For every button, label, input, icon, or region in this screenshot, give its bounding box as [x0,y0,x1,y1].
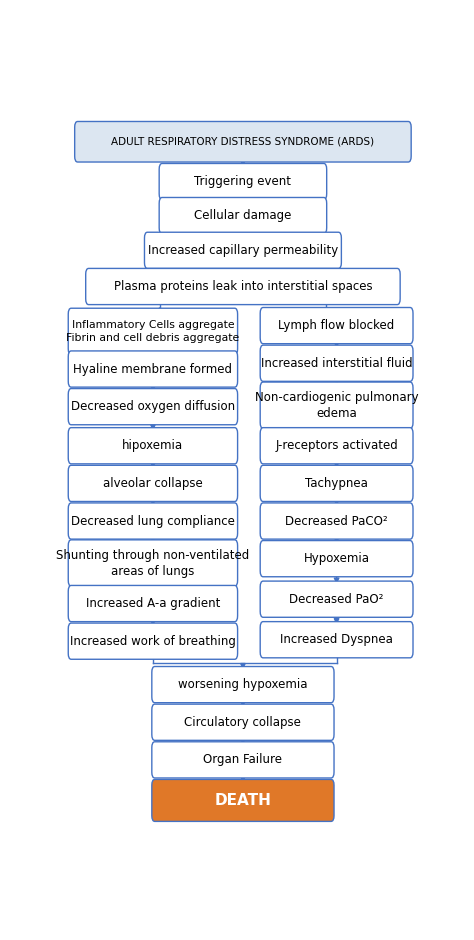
FancyBboxPatch shape [260,465,413,501]
Text: Shunting through non-ventilated
areas of lungs: Shunting through non-ventilated areas of… [56,549,249,577]
FancyBboxPatch shape [260,503,413,540]
Text: Tachypnea: Tachypnea [305,477,368,490]
Text: Increased capillary permeability: Increased capillary permeability [148,243,338,257]
FancyBboxPatch shape [260,345,413,382]
Text: Plasma proteins leak into interstitial spaces: Plasma proteins leak into interstitial s… [114,280,372,293]
Text: Cellular damage: Cellular damage [194,209,292,222]
Text: Decreased oxygen diffusion: Decreased oxygen diffusion [71,400,235,414]
Text: Increased A-a gradient: Increased A-a gradient [86,597,220,610]
FancyBboxPatch shape [86,269,400,305]
FancyBboxPatch shape [68,586,237,621]
FancyBboxPatch shape [75,121,411,162]
Text: Decreased PaO²: Decreased PaO² [290,593,384,605]
FancyBboxPatch shape [68,428,237,463]
Text: ADULT RESPIRATORY DISTRESS SYNDROME (ARDS): ADULT RESPIRATORY DISTRESS SYNDROME (ARD… [111,136,374,147]
Text: Decreased lung compliance: Decreased lung compliance [71,514,235,527]
FancyBboxPatch shape [260,621,413,658]
Text: J-receptors activated: J-receptors activated [275,439,398,452]
Text: DEATH: DEATH [215,793,271,807]
FancyBboxPatch shape [260,428,413,463]
FancyBboxPatch shape [68,465,237,501]
FancyBboxPatch shape [152,666,334,703]
FancyBboxPatch shape [152,742,334,778]
Text: Lymph flow blocked: Lymph flow blocked [278,319,395,332]
Text: Hyaline membrane formed: Hyaline membrane formed [73,363,232,375]
FancyBboxPatch shape [260,581,413,618]
FancyBboxPatch shape [68,540,237,587]
FancyBboxPatch shape [145,232,341,269]
Text: Increased interstitial fluid: Increased interstitial fluid [261,357,412,369]
Text: Decreased PaCO²: Decreased PaCO² [285,514,388,527]
FancyBboxPatch shape [260,307,413,344]
FancyBboxPatch shape [159,164,327,199]
Text: Hypoxemia: Hypoxemia [304,552,370,565]
Text: Organ Failure: Organ Failure [203,753,283,766]
FancyBboxPatch shape [152,704,334,741]
FancyBboxPatch shape [68,308,237,354]
FancyBboxPatch shape [260,540,413,577]
Text: Triggering event: Triggering event [194,175,292,188]
Text: worsening hypoxemia: worsening hypoxemia [178,678,308,691]
FancyBboxPatch shape [152,779,334,822]
Text: Circulatory collapse: Circulatory collapse [184,715,301,728]
Text: alveolar collapse: alveolar collapse [103,477,203,490]
FancyBboxPatch shape [68,623,237,659]
FancyBboxPatch shape [260,382,413,429]
Text: Increased work of breathing: Increased work of breathing [70,634,236,648]
Text: Increased Dyspnea: Increased Dyspnea [280,634,393,646]
FancyBboxPatch shape [68,351,237,387]
Text: hipoxemia: hipoxemia [122,439,183,452]
FancyBboxPatch shape [159,197,327,234]
FancyBboxPatch shape [68,388,237,425]
FancyBboxPatch shape [68,503,237,540]
Text: Non-cardiogenic pulmonary
edema: Non-cardiogenic pulmonary edema [255,391,419,420]
Text: Inflammatory Cells aggregate
Fibrin and cell debris aggregate: Inflammatory Cells aggregate Fibrin and … [66,321,239,342]
